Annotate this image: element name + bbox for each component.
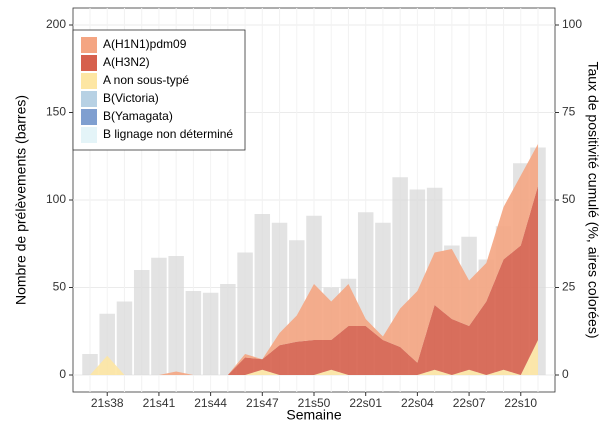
legend-swatch (81, 127, 97, 143)
legend-label: A(H3N2) (103, 55, 150, 69)
x-tick-label: 22s01 (349, 396, 382, 410)
y2-axis-title: Taux de positivité cumulé (%, aires colo… (585, 61, 601, 338)
legend-label: A non sous-typé (103, 73, 189, 87)
legend-label: A(H1N1)pdm09 (103, 37, 187, 51)
y-axis-title: Nombre de prélèvements (barres) (13, 95, 29, 305)
legend-swatch (81, 73, 97, 89)
y-tick-label: 150 (46, 105, 66, 119)
bar (133, 270, 150, 375)
x-tick-label: 21s38 (91, 396, 124, 410)
bar (202, 292, 219, 375)
x-tick-label: 22s07 (453, 396, 486, 410)
area (90, 186, 538, 375)
legend-swatch (81, 37, 97, 53)
y-tick-label: 0 (59, 367, 66, 381)
bar (254, 214, 271, 375)
y-tick-label: 50 (53, 280, 67, 294)
x-tick-label: 21s47 (246, 396, 279, 410)
bar (220, 284, 236, 375)
y2-tick-label: 25 (562, 280, 576, 294)
bar (116, 301, 133, 375)
x-tick-label: 21s44 (194, 396, 227, 410)
y2-tick-label: 0 (562, 367, 569, 381)
x-tick-label: 21s50 (298, 396, 331, 410)
bar (237, 252, 253, 375)
legend-label: B(Yamagata) (103, 109, 173, 123)
legend-swatch (81, 109, 97, 125)
y-tick-label: 100 (46, 192, 66, 206)
y-tick-label: 200 (46, 17, 66, 31)
x-axis-title: Semaine (286, 407, 341, 423)
y2-tick-label: 100 (562, 17, 582, 31)
legend-label: B(Victoria) (103, 91, 159, 105)
x-tick-label: 22s10 (504, 396, 537, 410)
bar (82, 354, 98, 375)
x-tick-label: 22s04 (401, 396, 434, 410)
legend-box (72, 29, 246, 151)
legend-swatch (81, 55, 97, 71)
area (90, 144, 538, 375)
bar (151, 257, 167, 375)
y2-tick-label: 75 (562, 105, 576, 119)
x-tick-label: 21s41 (143, 396, 176, 410)
bar (185, 291, 202, 375)
legend-label: B lignage non déterminé (103, 127, 233, 141)
legend-swatch (81, 91, 97, 107)
bar (99, 313, 115, 375)
bar (168, 256, 184, 375)
y2-tick-label: 50 (562, 192, 576, 206)
